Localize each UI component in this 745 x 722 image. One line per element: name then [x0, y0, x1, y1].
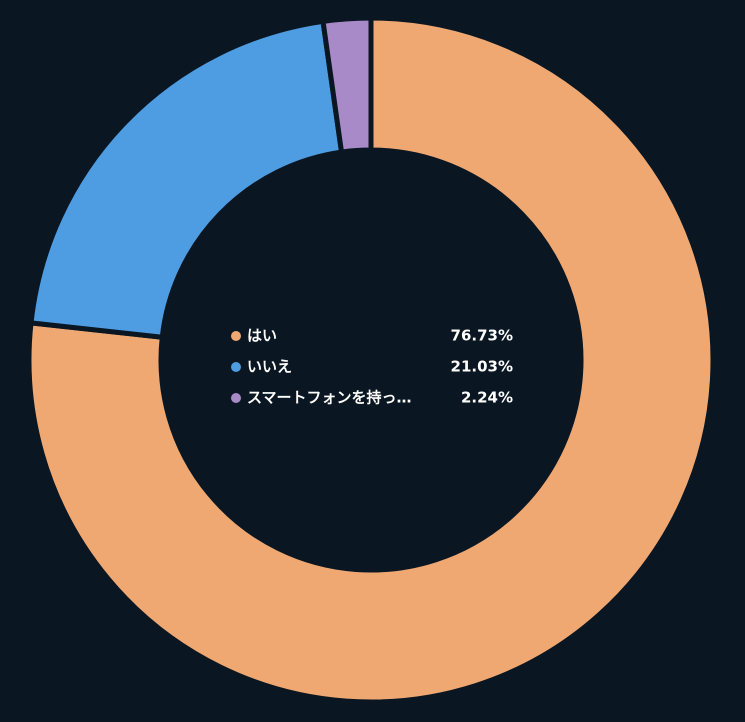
donut-slice: [26, 15, 716, 705]
legend-label: いいえ: [247, 358, 292, 376]
donut-slice: [28, 18, 345, 340]
donut-slice: [320, 15, 374, 155]
legend-marker: [231, 331, 241, 341]
legend-value: 2.24%: [461, 389, 513, 407]
legend-label: スマートフォンを持っ…: [247, 389, 412, 407]
legend-value: 21.03%: [451, 358, 513, 376]
legend-marker: [231, 362, 241, 372]
legend-marker: [231, 393, 241, 403]
legend-label: はい: [247, 327, 277, 345]
legend-value: 76.73%: [451, 327, 513, 345]
